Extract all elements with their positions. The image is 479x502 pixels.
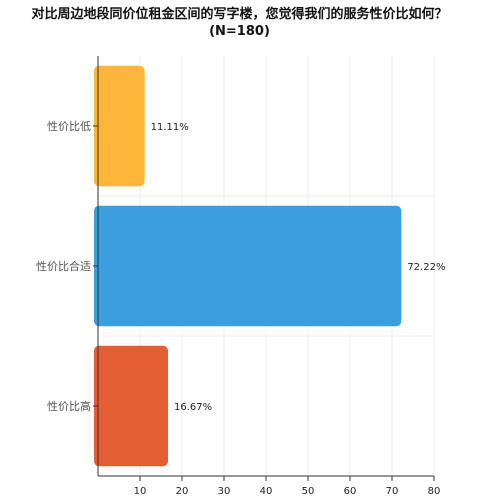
bar-2 <box>94 345 169 467</box>
x-tick-label-0: 10 <box>134 486 147 497</box>
chart-subtitle: (N=180) <box>209 24 270 39</box>
y-tick-label-2: 性价比高 <box>47 399 91 413</box>
x-tick-label-2: 30 <box>218 486 231 497</box>
value-labels: 11.11% 72.22% 16.67% <box>151 122 446 413</box>
x-tick-label-3: 40 <box>260 486 273 497</box>
bar-value-label-0: 11.11% <box>151 122 189 133</box>
bar-value-label-1: 72.22% <box>407 262 445 273</box>
bar-value-label-2: 16.67% <box>174 402 212 413</box>
x-tick-label-1: 20 <box>176 486 189 497</box>
bars <box>94 65 402 467</box>
y-tick-label-0: 性价比低 <box>47 119 91 133</box>
chart-title: 对比周边地段同价位租金区间的写字楼，您觉得我们的服务性价比如何？ <box>31 7 448 22</box>
x-tick-label-4: 50 <box>302 486 315 497</box>
bar-1 <box>94 205 402 327</box>
x-tick-label-6: 70 <box>386 486 399 497</box>
y-tick-label-1: 性价比合适 <box>36 259 91 273</box>
x-tick-label-7: 80 <box>428 486 441 497</box>
x-tick-label-5: 60 <box>344 486 357 497</box>
chart-title-block: 对比周边地段同价位租金区间的写字楼，您觉得我们的服务性价比如何？ (N=180) <box>0 6 479 40</box>
bar-0 <box>94 65 145 187</box>
